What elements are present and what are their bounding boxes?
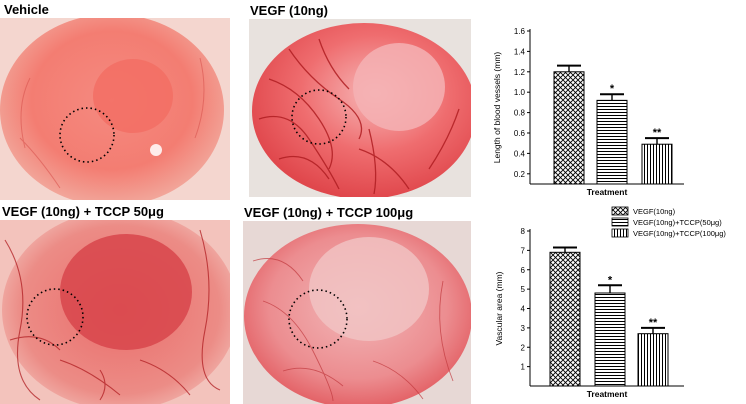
panel-label-vegf-tccp100: VEGF (10ng) + TCCP 100μg bbox=[244, 205, 414, 220]
eye-photo-vegf bbox=[249, 19, 471, 197]
legend-swatch bbox=[611, 217, 629, 227]
legend-entry: VEGF(10ng) bbox=[633, 207, 676, 216]
eye-photo-vegf-tccp50 bbox=[0, 220, 230, 404]
panel-label-vegf-tccp50: VEGF (10ng) + TCCP 50μg bbox=[2, 204, 164, 219]
legend-swatch bbox=[611, 206, 629, 216]
panel-label-vehicle: Vehicle bbox=[4, 2, 49, 17]
x-axis-label: Treatment bbox=[587, 389, 628, 399]
chart-blood-vessel-length: 0.2 0.4 0.6 0.8 1.0 1.2 1.4 1.6 Length of blood … bbox=[478, 0, 746, 200]
y-axis-label: Length of blood vessels (mm) bbox=[492, 52, 502, 164]
legend-entry: VEGF(10ng)+TCCP(100μg) bbox=[633, 229, 726, 238]
y-tick-label: 1.4 bbox=[514, 47, 526, 56]
bar bbox=[553, 71, 585, 185]
y-tick-label: 0.8 bbox=[514, 109, 526, 118]
bar bbox=[641, 143, 673, 185]
eye-photo-vehicle bbox=[0, 18, 230, 200]
bar bbox=[596, 99, 628, 185]
y-tick-label: 2 bbox=[521, 343, 526, 352]
y-tick-label: 7 bbox=[521, 246, 526, 255]
legend-entry: VEGF(10ng)+TCCP(50μg) bbox=[633, 218, 722, 227]
y-tick-label: 1.6 bbox=[514, 27, 526, 36]
y-tick-label: 1.0 bbox=[514, 88, 526, 97]
y-tick-label: 0.6 bbox=[514, 129, 526, 138]
y-axis-label: Vascular area (mm) bbox=[494, 271, 504, 345]
significance-marker: * bbox=[610, 83, 615, 95]
panel-label-vegf: VEGF (10ng) bbox=[250, 3, 329, 18]
bar bbox=[637, 333, 669, 387]
significance-marker: ** bbox=[649, 317, 658, 329]
y-tick-label: 6 bbox=[521, 266, 526, 275]
y-tick-label: 0.4 bbox=[514, 149, 526, 158]
y-tick-label: 4 bbox=[521, 305, 526, 314]
chart-vascular-area: 1 2 3 4 5 6 7 8 Vascular area (mm) Treatment * ** VE… bbox=[478, 200, 746, 404]
y-tick-label: 3 bbox=[521, 324, 526, 333]
significance-marker: * bbox=[608, 274, 613, 286]
legend-swatch bbox=[611, 228, 629, 238]
y-tick-label: 8 bbox=[521, 227, 526, 236]
eye-photo-vegf-tccp100 bbox=[243, 221, 471, 404]
significance-marker: ** bbox=[653, 127, 662, 139]
y-tick-label: 1 bbox=[521, 363, 526, 372]
y-tick-label: 5 bbox=[521, 285, 526, 294]
y-tick-label: 1.2 bbox=[514, 68, 526, 77]
bar bbox=[594, 292, 626, 387]
y-tick-label: 0.2 bbox=[514, 170, 526, 179]
bar bbox=[549, 251, 581, 387]
x-axis-label: Treatment bbox=[587, 187, 628, 197]
